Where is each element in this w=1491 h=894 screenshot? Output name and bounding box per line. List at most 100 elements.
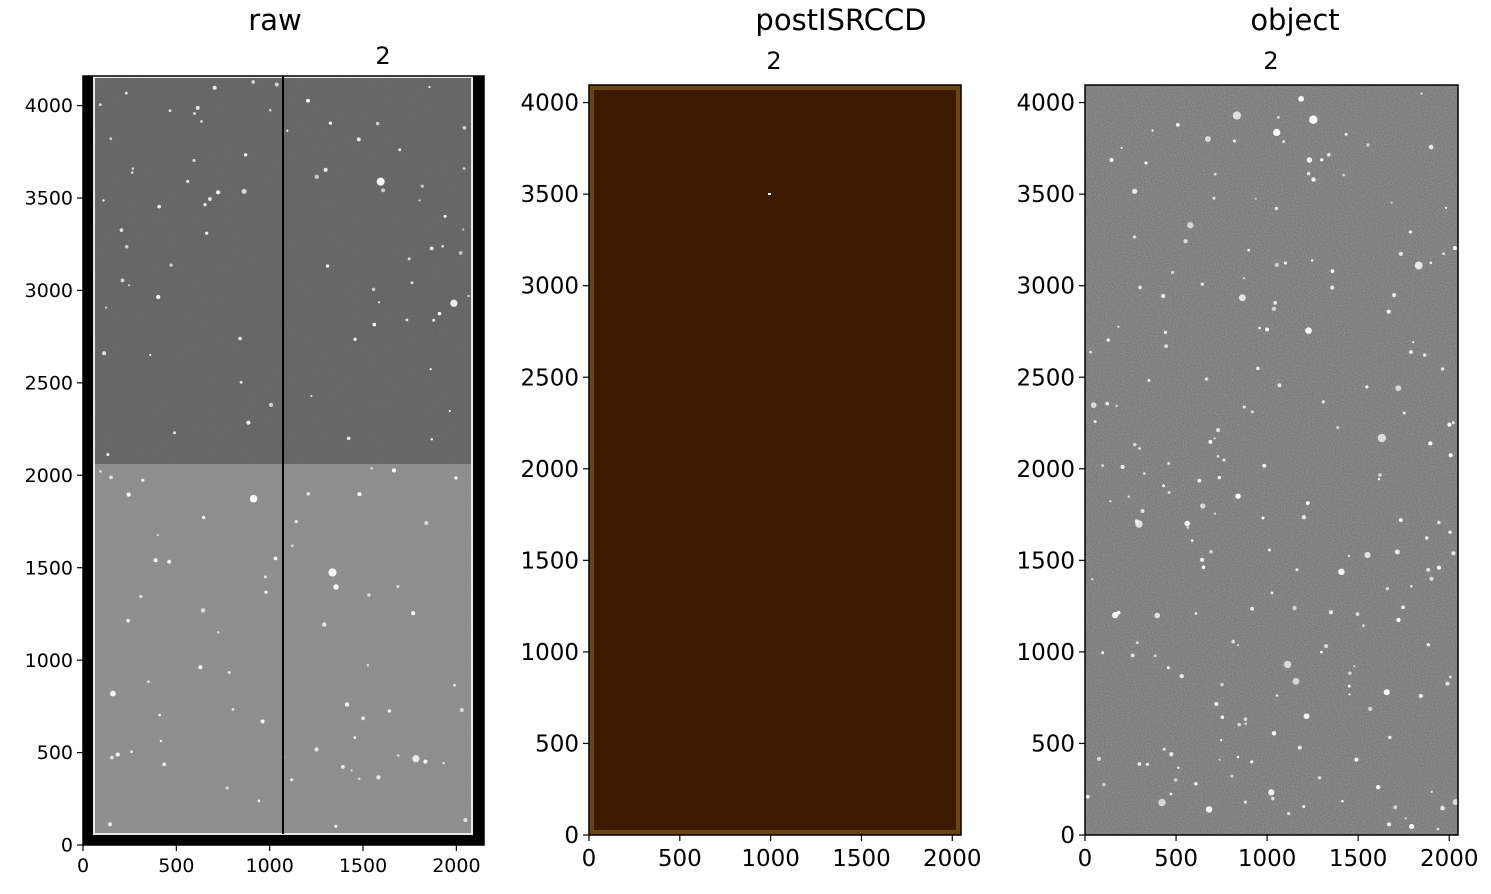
raw-star (424, 521, 429, 525)
object-star (1436, 827, 1440, 831)
raw-star (306, 491, 311, 496)
raw-star (167, 559, 172, 564)
raw-star (442, 761, 445, 765)
raw-x-tick-label: 2000 (432, 855, 480, 877)
object-star (1383, 689, 1390, 696)
raw-star (249, 494, 258, 503)
object-star (1330, 269, 1335, 273)
object-star (1378, 473, 1382, 477)
object-star (1410, 585, 1413, 588)
raw-star (110, 755, 114, 760)
object-star (1133, 442, 1137, 447)
raw-star (130, 750, 133, 754)
raw-star (128, 284, 131, 287)
raw-star (367, 593, 371, 597)
raw-star (391, 468, 397, 473)
object-star (1183, 239, 1188, 244)
object-star (1235, 493, 1241, 499)
object-star (1306, 157, 1313, 163)
object-star (1418, 693, 1423, 699)
object-star (1390, 201, 1393, 204)
raw-star (370, 467, 373, 470)
raw-star (274, 82, 279, 87)
object-star (1204, 136, 1211, 142)
panel-raw: raw 2 0 500 1000 1500 2000 0 500 1000 1500 2000 25… (25, 3, 485, 877)
raw-star (149, 353, 152, 357)
object-star (1310, 259, 1314, 262)
object-star (1267, 548, 1272, 552)
object-y-tick-label: 3500 (1016, 182, 1075, 208)
object-star (1216, 454, 1220, 458)
raw-star (126, 492, 131, 497)
object-star (1395, 385, 1402, 392)
raw-star (169, 263, 173, 267)
object-star (1164, 344, 1169, 349)
object-star (1085, 794, 1090, 799)
raw-stars (98, 80, 470, 828)
raw-star (372, 322, 377, 327)
object-star (1452, 246, 1458, 251)
raw-star (453, 683, 457, 687)
postisrccd-x-tick-label: 1500 (832, 846, 891, 872)
object-image (1085, 85, 1459, 835)
object-star (1147, 378, 1151, 383)
object-x-tick-label: 1500 (1329, 846, 1388, 872)
object-star (1348, 671, 1352, 675)
raw-star (216, 190, 221, 195)
raw-star (441, 245, 444, 248)
object-star (1096, 756, 1102, 761)
raw-star (381, 188, 386, 193)
object-star (1306, 171, 1311, 176)
postisrccd-image (589, 85, 961, 835)
object-star (1336, 426, 1340, 430)
raw-star (147, 680, 150, 683)
postisrccd-x-tick-label: 1000 (741, 846, 800, 872)
object-star (1169, 752, 1174, 757)
object-star (1105, 401, 1110, 406)
object-star (1442, 252, 1445, 256)
object-star (1283, 261, 1287, 265)
object-star (1190, 539, 1194, 542)
panel-object-title: object (1250, 3, 1339, 37)
raw-star (463, 818, 468, 823)
raw-star (443, 214, 447, 218)
raw-star (257, 799, 261, 803)
object-star (1261, 516, 1265, 520)
object-star (1271, 796, 1275, 801)
raw-star (124, 91, 128, 95)
raw-star (328, 568, 337, 577)
object-star (1162, 484, 1166, 488)
raw-axes: 0 500 1000 1500 2000 0 500 1000 1500 2000 2500 3000… (25, 75, 485, 877)
object-star (1344, 132, 1348, 136)
panel-raw-title: raw (248, 3, 301, 37)
object-y-tick-label: 0 (1060, 823, 1075, 849)
object-star (1408, 349, 1413, 355)
object-star (1309, 115, 1318, 124)
object-star (1163, 330, 1168, 335)
object-star (1262, 463, 1267, 468)
object-star (1232, 139, 1237, 143)
raw-star (115, 752, 120, 757)
raw-star (310, 395, 313, 398)
raw-star (157, 204, 161, 209)
object-y-tick-label: 2500 (1016, 365, 1075, 391)
raw-star (371, 287, 376, 292)
postisrccd-y-tick-label: 500 (535, 731, 579, 757)
object-star (1292, 605, 1297, 611)
raw-star (450, 299, 458, 307)
raw-star (273, 556, 278, 561)
object-star (1277, 116, 1280, 119)
postisrccd-image-fill (594, 90, 956, 830)
raw-x-tick-label: 500 (158, 855, 194, 877)
object-star (1317, 776, 1322, 780)
object-star (1401, 605, 1405, 610)
object-star (1230, 774, 1234, 778)
object-star (1292, 677, 1300, 685)
raw-star (205, 231, 209, 235)
raw-star (246, 420, 251, 425)
raw-star (437, 311, 442, 316)
object-star (1213, 172, 1217, 176)
raw-star (462, 125, 467, 130)
object-star (1448, 453, 1453, 458)
raw-star (263, 575, 267, 579)
